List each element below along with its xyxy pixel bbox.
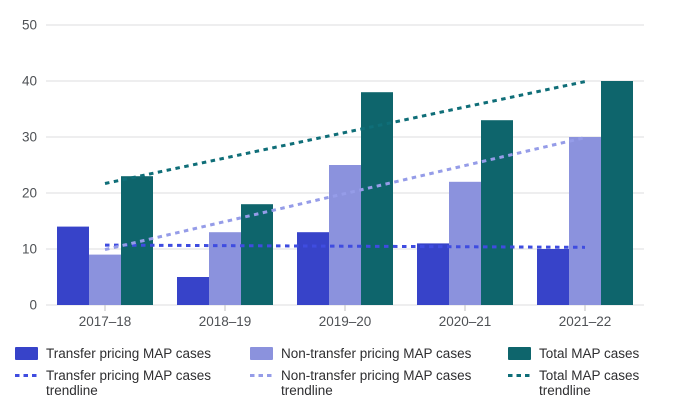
bar — [209, 232, 241, 305]
legend-item-total-cases: Total MAP cases — [508, 346, 683, 362]
bar — [569, 137, 601, 305]
legend-label-total-cases: Total MAP cases — [539, 346, 640, 361]
legend-label-non-transfer-pricing-trendline: Non-transfer pricing MAP cases trendline — [281, 367, 472, 399]
x-axis-tick-label: 2019–20 — [319, 314, 372, 329]
legend-label-transfer-pricing-cases: Transfer pricing MAP cases — [46, 346, 212, 361]
bar — [297, 232, 329, 305]
y-axis-tick-label: 0 — [29, 298, 37, 313]
bar — [177, 277, 209, 305]
legend-label-total-trendline: Total MAP cases trendline — [539, 367, 640, 399]
bar — [89, 254, 121, 305]
x-axis-tick-label: 2021–22 — [559, 314, 612, 329]
bar — [329, 165, 361, 305]
x-axis-tick-label: 2017–18 — [79, 314, 132, 329]
total-map-cases-trendline-dash-icon — [508, 373, 533, 377]
legend-column-non-transfer-pricing: Non-transfer pricing MAP cases Non-trans… — [250, 346, 480, 405]
legend-column-total: Total MAP cases Total MAP cases trendlin… — [508, 346, 683, 405]
x-axis-tick-label: 2020–21 — [439, 314, 492, 329]
chart-plot-area: 0 10 20 30 40 50 2017–18 2018–19 2019–20 2020–21 2… — [22, 18, 644, 329]
legend-item-non-transfer-pricing-cases: Non-transfer pricing MAP cases — [250, 346, 480, 362]
bar — [481, 120, 513, 305]
y-axis-tick-label: 10 — [22, 242, 37, 257]
legend-item-transfer-pricing-cases: Transfer pricing MAP cases — [15, 346, 235, 362]
total-map-cases-swatch-icon — [508, 347, 531, 360]
trendline — [104, 136, 586, 252]
bar — [121, 176, 153, 305]
trendline — [104, 80, 586, 185]
y-axis-tick-label: 20 — [22, 186, 37, 201]
y-axis-tick-label: 40 — [22, 74, 37, 89]
bar — [361, 92, 393, 305]
bar — [417, 243, 449, 305]
bar — [537, 249, 569, 305]
bar — [601, 81, 633, 305]
bar — [241, 204, 273, 305]
transfer-pricing-trendline-dash-icon — [15, 373, 40, 377]
legend-item-non-transfer-pricing-trendline: Non-transfer pricing MAP cases trendline — [250, 368, 480, 399]
legend-label-transfer-pricing-trendline: Transfer pricing MAP cases trendline — [46, 367, 212, 399]
legend-column-transfer-pricing: Transfer pricing MAP cases Transfer pric… — [15, 346, 235, 405]
x-axis-tick-label: 2018–19 — [199, 314, 252, 329]
legend-label-non-transfer-pricing-cases: Non-transfer pricing MAP cases — [281, 346, 472, 361]
bar — [449, 181, 481, 305]
non-transfer-pricing-swatch-icon — [250, 347, 273, 360]
bar — [57, 226, 89, 305]
chart-legend: Transfer pricing MAP cases Transfer pric… — [0, 346, 689, 408]
y-axis-tick-label: 50 — [22, 18, 37, 33]
legend-item-total-trendline: Total MAP cases trendline — [508, 368, 683, 399]
legend-item-transfer-pricing-trendline: Transfer pricing MAP cases trendline — [15, 368, 235, 399]
y-axis-tick-label: 30 — [22, 130, 37, 145]
trendline — [104, 243, 586, 249]
transfer-pricing-swatch-icon — [15, 347, 38, 360]
non-transfer-pricing-trendline-dash-icon — [250, 373, 275, 377]
